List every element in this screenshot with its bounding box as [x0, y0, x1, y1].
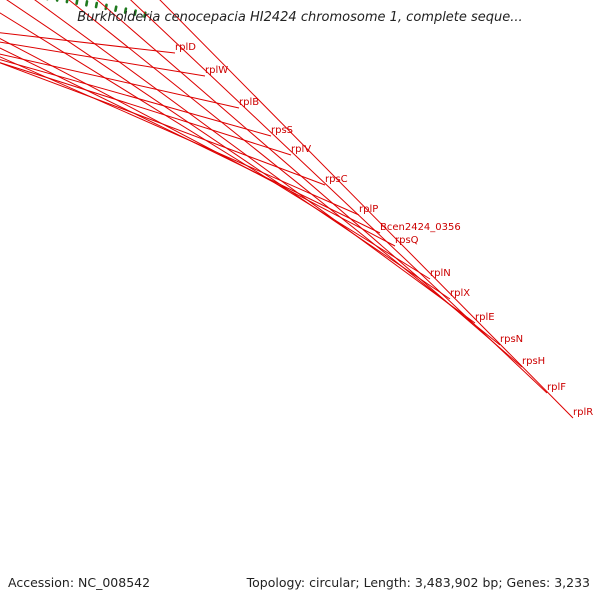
gene-label: rpsC — [325, 174, 348, 185]
gene-leader-line — [68, 0, 501, 346]
minor-tick — [114, 5, 118, 12]
chart-title: Burkholderia cenocepacia HI2424 chromoso… — [77, 10, 523, 25]
minor-tick — [123, 7, 128, 14]
gene-label: rpsH — [522, 356, 545, 367]
gene-leader-line — [0, 47, 381, 234]
gene-leader-line — [0, 32, 176, 54]
gene-label: rplX — [450, 288, 470, 299]
minor-tick — [94, 1, 99, 9]
gene-label: rplP — [359, 204, 378, 215]
gene-label: rplR — [573, 407, 593, 418]
minor-tick — [133, 9, 137, 16]
gene-label: rplW — [205, 65, 228, 76]
gene-label-layer: rplD rplW rplB rpsS rplV rpsC rplPBcen2424_035… — [0, 0, 593, 419]
gene-leader-line — [159, 0, 574, 419]
gene-label: rplN — [430, 268, 451, 279]
gene-leader-line — [34, 0, 476, 324]
kbp-tick-track: 406 kbp407 kbp408 kbp409 kbp410 kbp411 k… — [46, 0, 147, 18]
accession-text: Accession: NC_008542 — [8, 575, 151, 590]
gene-leader-line — [0, 41, 206, 77]
gene-label: Bcen2424_0356 — [380, 222, 461, 233]
gene-leader-line — [0, 62, 292, 156]
gene-leader-line — [0, 38, 396, 247]
gene-leader-line — [0, 56, 360, 216]
gene-leader-line — [96, 0, 523, 368]
minor-tick — [75, 0, 79, 5]
gene-label: rplF — [547, 382, 566, 393]
gene-label: rpsS — [271, 125, 293, 136]
gene-label: rplD — [175, 42, 196, 53]
gene-label: rpsQ — [395, 235, 419, 246]
gene-leader-line — [130, 0, 548, 394]
gene-label: rplV — [291, 144, 311, 155]
minor-tick — [55, 0, 59, 2]
gene-label: rplB — [239, 97, 259, 108]
topology-text: Topology: circular; Length: 3,483,902 bp… — [246, 575, 590, 590]
minor-tick — [65, 0, 69, 4]
gene-leader-line — [0, 62, 326, 186]
minor-tick — [85, 0, 89, 7]
gene-label: rpsN — [500, 334, 523, 345]
gene-label: rplE — [475, 312, 495, 323]
gene-leader-line — [6, 0, 451, 300]
